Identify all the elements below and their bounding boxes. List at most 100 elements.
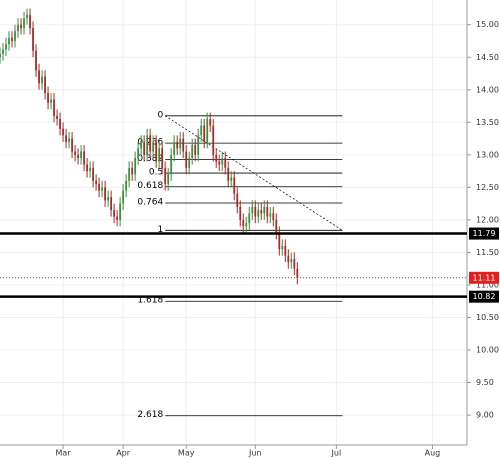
- y-tick-label: 12.00: [476, 215, 499, 224]
- candle-body: [38, 70, 40, 84]
- candle-body: [188, 158, 191, 168]
- candle-body: [104, 187, 107, 201]
- candle-body: [296, 268, 299, 278]
- candle-body: [143, 141, 146, 155]
- candle-body: [218, 161, 221, 165]
- candle-body: [113, 210, 116, 217]
- candle-body: [83, 151, 85, 165]
- candle-body: [287, 255, 290, 263]
- candle-body: [11, 37, 13, 41]
- fib-label: 0.618: [137, 181, 163, 191]
- candle-body: [116, 216, 119, 220]
- candle-body: [293, 258, 296, 269]
- price-box: [469, 290, 499, 303]
- candle-body: [101, 187, 104, 191]
- candle-body: [62, 128, 64, 136]
- candle-body: [56, 115, 58, 120]
- candle-body: [272, 213, 275, 220]
- candle-body: [233, 177, 236, 194]
- candle-body: [260, 210, 263, 214]
- candle-body: [254, 206, 257, 217]
- candle-body: [236, 193, 239, 207]
- candle-body: [41, 76, 43, 84]
- candle-body: [230, 177, 233, 181]
- candle-body: [167, 174, 170, 185]
- candle-body: [200, 125, 203, 136]
- candle-body: [89, 167, 91, 172]
- y-tick-label: 9.50: [476, 378, 494, 387]
- candle-body: [182, 138, 185, 152]
- candle-body: [206, 119, 209, 142]
- fib-label: 1.618: [137, 296, 163, 306]
- candle-body: [2, 49, 4, 54]
- candle-body: [269, 213, 272, 217]
- fib-label: 0.5: [149, 168, 163, 178]
- candle-body: [170, 154, 173, 175]
- candle-body: [176, 141, 179, 149]
- candle-body: [53, 99, 55, 116]
- candle-body: [122, 190, 125, 204]
- candle-body: [152, 141, 155, 152]
- candle-body: [257, 210, 260, 217]
- candle-body: [203, 125, 206, 142]
- candle-body: [0, 53, 1, 58]
- candle-body: [185, 151, 188, 168]
- candle-body: [278, 232, 281, 250]
- candle-body: [20, 24, 22, 28]
- candle-body: [74, 151, 76, 155]
- x-tick-label: Mar: [56, 449, 72, 458]
- candle-body: [242, 219, 245, 227]
- y-tick-label: 14.00: [476, 85, 499, 94]
- candle-body: [146, 135, 149, 155]
- candle-body: [140, 141, 143, 149]
- y-tick-label: 9.00: [476, 411, 494, 420]
- candle-body: [110, 197, 113, 211]
- candle-body: [14, 31, 16, 41]
- candle-body: [77, 154, 79, 159]
- candle-body: [164, 167, 167, 185]
- candle-body: [284, 245, 287, 256]
- candle-body: [149, 135, 152, 152]
- fib-label: 0.382: [137, 154, 163, 164]
- fib-trend-line: [164, 115, 343, 231]
- candle-body: [29, 14, 31, 28]
- candle-body: [92, 167, 95, 181]
- candle-body: [35, 50, 37, 71]
- candle-body: [134, 158, 137, 175]
- candle-body: [209, 119, 212, 126]
- price-box: [469, 271, 499, 284]
- x-tick-label: Apr: [116, 449, 131, 458]
- fib-label: 0.764: [137, 197, 163, 207]
- y-tick-label: 10.50: [476, 313, 499, 322]
- y-tick-label: 14.50: [476, 53, 499, 62]
- x-tick-label: May: [178, 449, 195, 458]
- candle-body: [215, 154, 218, 162]
- fib-label: 2.618: [137, 410, 163, 420]
- candle-body: [80, 151, 82, 159]
- candle-body: [8, 37, 10, 45]
- candle-body: [161, 148, 164, 168]
- x-tick-label: Aug: [425, 449, 441, 458]
- y-tick-label: 11.50: [476, 248, 499, 257]
- fib-label: 1: [157, 225, 163, 235]
- candle-body: [275, 219, 278, 233]
- candle-body: [266, 206, 269, 217]
- candle-body: [224, 158, 227, 168]
- x-tick-label: Jun: [248, 449, 262, 458]
- candle-body: [71, 138, 73, 152]
- candle-body: [212, 125, 215, 155]
- candle-body: [227, 167, 230, 181]
- candle-body: [86, 164, 88, 172]
- y-tick-label: 10.00: [476, 346, 499, 355]
- candle-body: [5, 44, 7, 50]
- candle-body: [191, 145, 194, 159]
- price-box-label: 10.82: [473, 292, 496, 301]
- candle-body: [221, 158, 224, 165]
- candle-body: [179, 138, 182, 149]
- candle-body: [17, 24, 19, 32]
- candle-body: [281, 245, 284, 250]
- candle-body: [59, 119, 61, 129]
- price-box-label: 11.11: [473, 273, 496, 282]
